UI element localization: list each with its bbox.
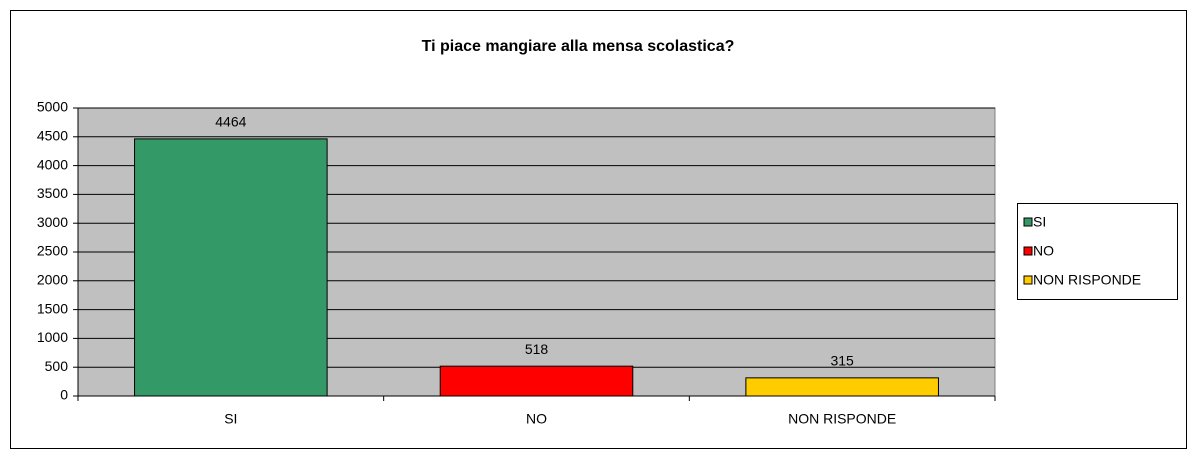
bar (134, 138, 328, 397)
legend-label: SI (1033, 214, 1046, 230)
y-tick-label: 0 (60, 387, 68, 403)
y-tick-label: 5000 (37, 99, 68, 115)
data-label: 518 (525, 341, 549, 357)
chart-title: Ti piace mangiare alla mensa scolastica? (422, 38, 735, 55)
y-tick-label: 3000 (37, 214, 68, 230)
data-label: 315 (830, 353, 854, 369)
y-tick-label: 500 (45, 358, 69, 374)
y-tick-label: 1500 (37, 300, 68, 316)
bar (439, 365, 634, 397)
legend-swatch (1023, 246, 1033, 256)
y-tick-label: 4000 (37, 156, 68, 172)
y-tick-label: 2000 (37, 272, 68, 288)
x-tick-label: SI (224, 411, 237, 427)
x-tick-label: NO (526, 411, 547, 427)
y-tick-label: 2500 (37, 243, 68, 259)
legend-label: NO (1033, 243, 1054, 259)
x-tick-label: NON RISPONDE (788, 411, 896, 427)
bar (745, 377, 939, 397)
data-label: 4464 (215, 114, 246, 130)
legend-swatch (1023, 275, 1033, 285)
legend-swatch (1023, 217, 1033, 227)
legend-label: NON RISPONDE (1033, 272, 1141, 288)
legend-box (1017, 203, 1178, 300)
y-tick-label: 3500 (37, 185, 68, 201)
y-tick-label: 1000 (37, 329, 68, 345)
y-tick-label: 4500 (37, 128, 68, 144)
